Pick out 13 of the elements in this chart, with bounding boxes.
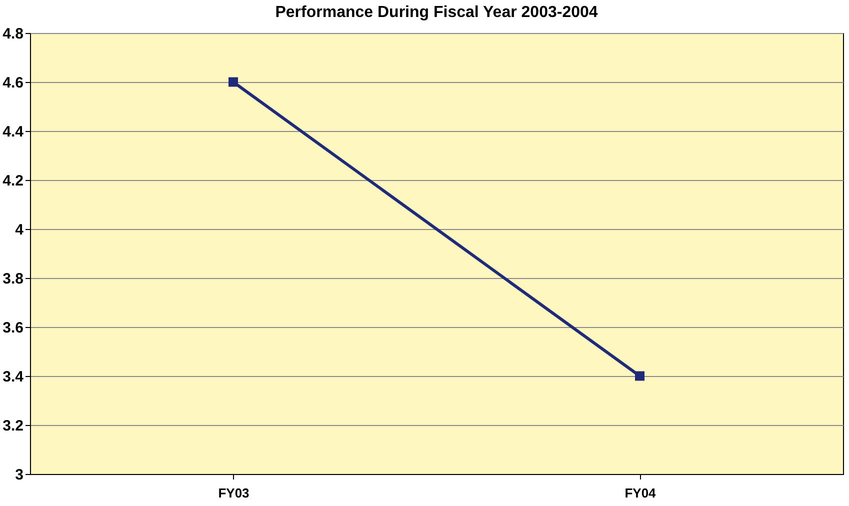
y-tick-label: 4.4 bbox=[2, 124, 24, 140]
y-tick-label: 3 bbox=[15, 466, 24, 484]
y-tick-label: 4.2 bbox=[2, 172, 24, 190]
y-tick-label: 3.8 bbox=[2, 270, 24, 288]
y-tick-label: 4.8 bbox=[2, 26, 24, 42]
chart-title: Performance During Fiscal Year 2003-2004 bbox=[275, 4, 598, 21]
y-tick-label: 3.4 bbox=[2, 368, 24, 386]
y-tick-label: 3.2 bbox=[2, 418, 24, 434]
x-tick-label: FY04 bbox=[624, 486, 657, 500]
x-tick-label: FY03 bbox=[218, 486, 250, 500]
y-tick-label: 3.6 bbox=[2, 320, 24, 336]
y-tick-label: 4 bbox=[15, 222, 24, 238]
y-tick-label: 4.6 bbox=[2, 74, 24, 92]
